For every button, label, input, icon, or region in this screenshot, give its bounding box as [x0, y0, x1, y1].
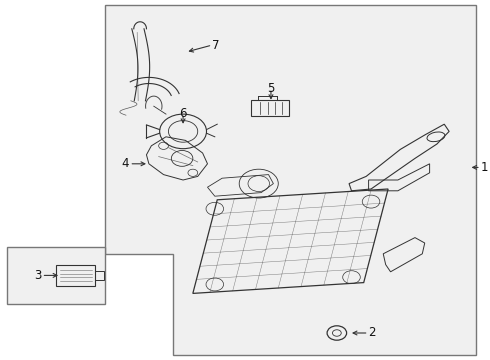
Polygon shape — [7, 247, 105, 304]
Text: 3: 3 — [34, 269, 42, 282]
Text: 5: 5 — [267, 82, 274, 95]
Text: 2: 2 — [368, 327, 376, 339]
Polygon shape — [105, 5, 476, 355]
Text: 6: 6 — [179, 107, 187, 120]
Text: 4: 4 — [122, 157, 129, 170]
Text: 7: 7 — [212, 39, 220, 51]
Text: 1: 1 — [481, 161, 489, 174]
